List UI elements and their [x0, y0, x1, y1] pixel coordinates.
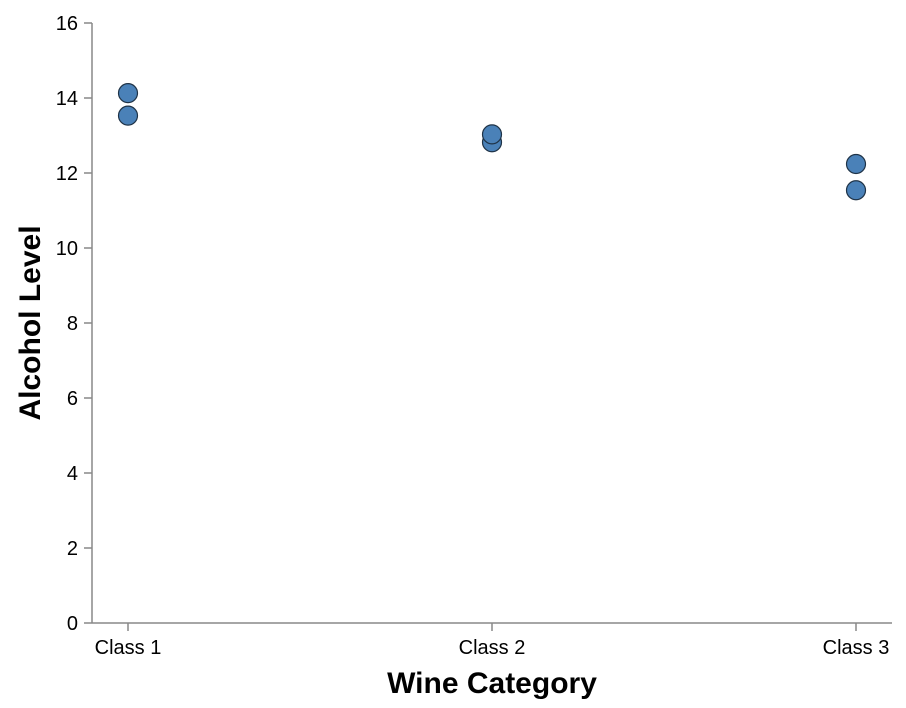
data-point	[845, 180, 867, 201]
data-point	[845, 153, 867, 175]
y-tick-label: 16	[56, 13, 78, 35]
x-tick-label: Class 2	[459, 637, 526, 659]
data-point	[117, 105, 139, 126]
y-tick-label: 12	[56, 163, 78, 185]
y-tick-label: 2	[67, 538, 78, 560]
x-tick-label: Class 3	[823, 637, 890, 659]
data-point	[481, 124, 503, 145]
y-tick-label: 14	[56, 88, 78, 110]
y-tick-label: 10	[56, 238, 78, 260]
x-tick-label: Class 1	[95, 637, 162, 659]
data-point	[117, 83, 139, 104]
x-axis: Class 1 Class 2 Class 3	[92, 622, 892, 659]
y-axis-title: Alcohol Level	[14, 225, 47, 420]
y-axis: 0 2 4 6 8 10 12 14 16	[56, 13, 93, 635]
y-tick-label: 4	[67, 463, 78, 485]
data-points	[117, 83, 867, 201]
y-tick-label: 8	[67, 313, 78, 335]
x-axis-title: Wine Category	[387, 667, 597, 700]
y-tick-label: 6	[67, 388, 78, 410]
y-tick-label: 0	[67, 613, 78, 635]
